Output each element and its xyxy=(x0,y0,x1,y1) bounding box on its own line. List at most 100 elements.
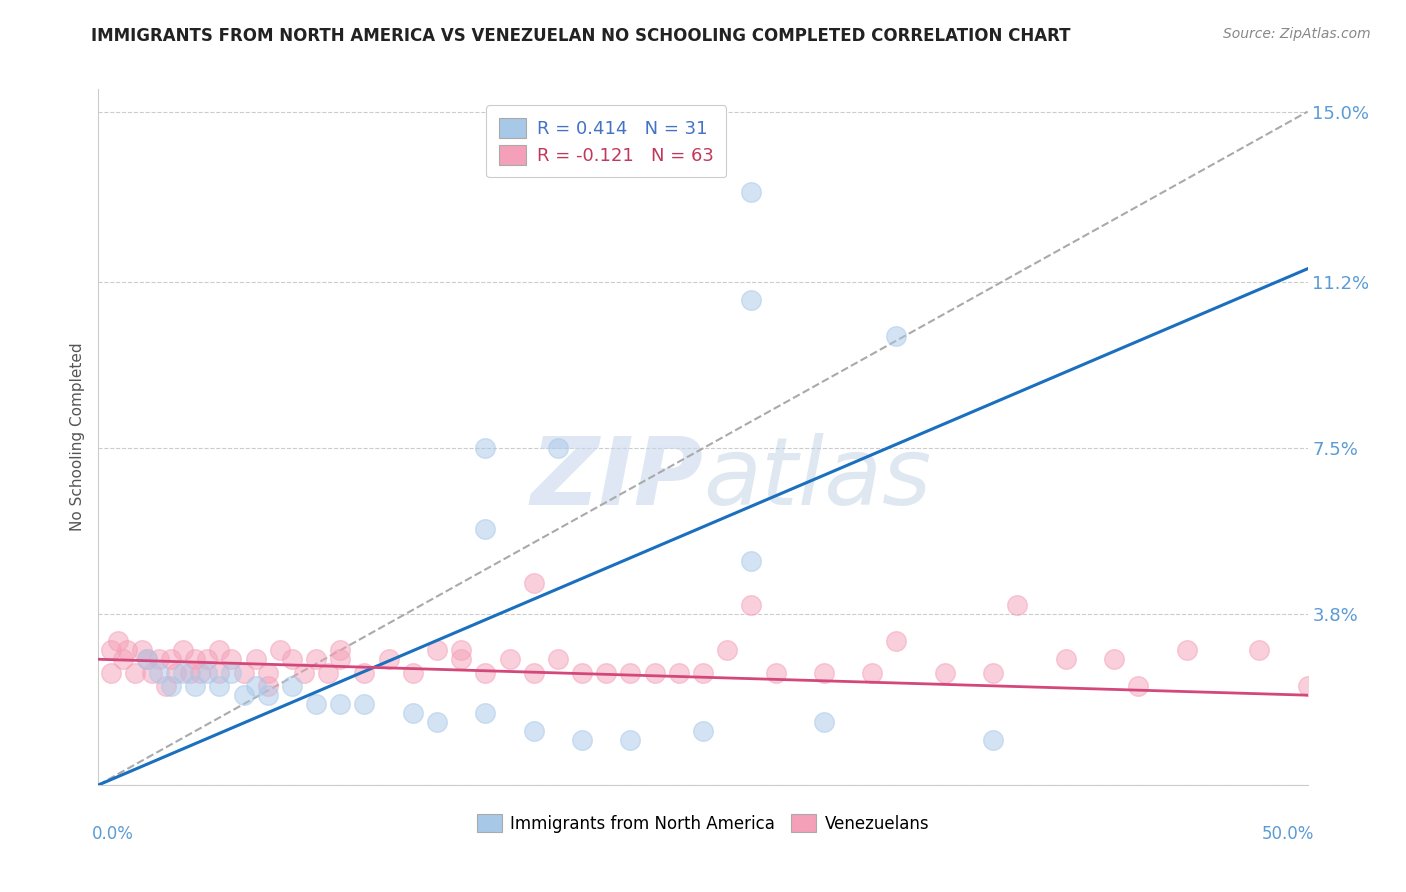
Point xyxy=(886,329,908,343)
Point xyxy=(1007,599,1029,613)
Point xyxy=(188,665,211,680)
Point xyxy=(281,679,304,693)
Point xyxy=(740,553,762,567)
Point xyxy=(232,688,254,702)
Point xyxy=(208,665,231,680)
Point xyxy=(160,652,183,666)
Point xyxy=(184,652,207,666)
Point xyxy=(208,643,231,657)
Point xyxy=(547,652,569,666)
Text: ZIP: ZIP xyxy=(530,433,703,524)
Point xyxy=(474,522,496,536)
Point xyxy=(523,724,546,739)
Point xyxy=(377,652,399,666)
Point xyxy=(692,665,714,680)
Point xyxy=(165,665,187,680)
Point xyxy=(292,665,315,680)
Point xyxy=(1054,652,1077,666)
Point xyxy=(1249,643,1271,657)
Point xyxy=(860,665,883,680)
Text: Source: ZipAtlas.com: Source: ZipAtlas.com xyxy=(1223,27,1371,41)
Point xyxy=(523,576,546,591)
Point xyxy=(474,665,496,680)
Text: 50.0%: 50.0% xyxy=(1263,825,1315,843)
Point xyxy=(1296,679,1319,693)
Point xyxy=(474,706,496,720)
Point xyxy=(329,697,352,711)
Point xyxy=(172,643,194,657)
Point xyxy=(981,665,1004,680)
Point xyxy=(329,652,352,666)
Point xyxy=(981,733,1004,747)
Point xyxy=(256,679,278,693)
Point xyxy=(740,599,762,613)
Point xyxy=(148,665,170,680)
Point xyxy=(160,679,183,693)
Point xyxy=(619,733,641,747)
Point xyxy=(426,715,449,730)
Point xyxy=(668,665,690,680)
Text: IMMIGRANTS FROM NORTH AMERICA VS VENEZUELAN NO SCHOOLING COMPLETED CORRELATION C: IMMIGRANTS FROM NORTH AMERICA VS VENEZUE… xyxy=(91,27,1071,45)
Point xyxy=(232,665,254,680)
Point xyxy=(353,665,375,680)
Y-axis label: No Schooling Completed: No Schooling Completed xyxy=(70,343,86,532)
Text: atlas: atlas xyxy=(703,434,931,524)
Point xyxy=(402,665,425,680)
Point xyxy=(316,665,339,680)
Point xyxy=(571,733,593,747)
Point xyxy=(124,665,146,680)
Point xyxy=(619,665,641,680)
Point xyxy=(305,652,328,666)
Point xyxy=(740,186,762,200)
Point xyxy=(523,665,546,680)
Point xyxy=(100,643,122,657)
Point xyxy=(221,652,243,666)
Point xyxy=(195,652,218,666)
Point xyxy=(644,665,666,680)
Point xyxy=(716,643,738,657)
Point xyxy=(141,665,163,680)
Point xyxy=(135,652,157,666)
Point xyxy=(269,643,291,657)
Point xyxy=(148,652,170,666)
Point xyxy=(571,665,593,680)
Point xyxy=(886,634,908,648)
Point xyxy=(402,706,425,720)
Point xyxy=(595,665,617,680)
Point xyxy=(107,634,129,648)
Point xyxy=(740,293,762,308)
Point xyxy=(172,665,194,680)
Point xyxy=(450,652,472,666)
Point xyxy=(256,665,278,680)
Point xyxy=(353,697,375,711)
Point xyxy=(100,665,122,680)
Point xyxy=(184,679,207,693)
Point xyxy=(1102,652,1125,666)
Point xyxy=(813,665,835,680)
Point xyxy=(498,652,520,666)
Point xyxy=(221,665,243,680)
Point xyxy=(135,652,157,666)
Point xyxy=(117,643,139,657)
Point xyxy=(813,715,835,730)
Point xyxy=(131,643,153,657)
Point xyxy=(208,679,231,693)
Text: 0.0%: 0.0% xyxy=(91,825,134,843)
Point xyxy=(155,679,177,693)
Point xyxy=(547,442,569,456)
Point xyxy=(305,697,328,711)
Legend: Immigrants from North America, Venezuelans: Immigrants from North America, Venezuela… xyxy=(470,807,936,839)
Point xyxy=(426,643,449,657)
Point xyxy=(450,643,472,657)
Point xyxy=(692,724,714,739)
Point xyxy=(111,652,134,666)
Point xyxy=(934,665,956,680)
Point xyxy=(245,679,267,693)
Point xyxy=(474,442,496,456)
Point xyxy=(256,688,278,702)
Point xyxy=(195,665,218,680)
Point xyxy=(1175,643,1198,657)
Point xyxy=(179,665,201,680)
Point xyxy=(329,643,352,657)
Point xyxy=(281,652,304,666)
